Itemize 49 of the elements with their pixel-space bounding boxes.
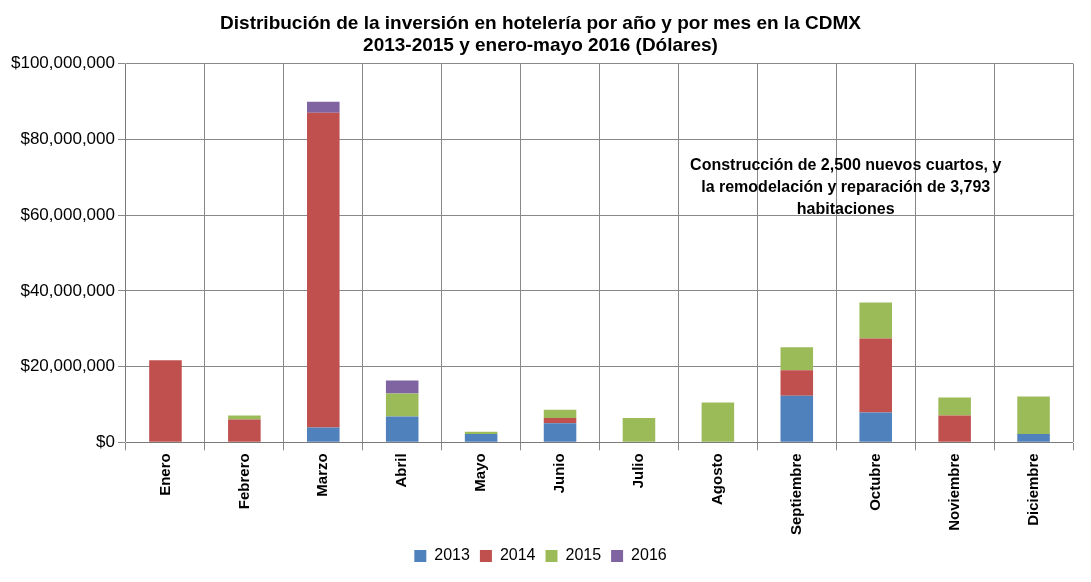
- x-tick-label: Marzo: [313, 453, 331, 497]
- y-tick-label: $20,000,000: [20, 356, 115, 376]
- annotation: Construcción de 2,500 nuevos cuartos, y la remodelación y reparación de 3,793 habitaciones: [690, 156, 1002, 218]
- bar: [464, 433, 498, 442]
- bar: [307, 112, 340, 428]
- bar: [228, 415, 261, 420]
- y-tick-label: $40,000,000: [20, 280, 115, 300]
- bar: [780, 347, 814, 371]
- legend-label: 2014: [499, 546, 536, 564]
- bar: [859, 302, 892, 339]
- bar: [938, 397, 971, 416]
- x-tick-label: Septiembre: [786, 453, 804, 536]
- bar: [780, 370, 814, 396]
- y-tick-label: $0: [96, 431, 115, 451]
- bar: [701, 402, 735, 442]
- bar: [149, 360, 182, 442]
- bar: [859, 412, 892, 442]
- x-tick-label: Enero: [155, 453, 173, 496]
- x-tick-label: Mayo: [471, 453, 489, 492]
- bar: [385, 380, 419, 394]
- y-tick-label: $60,000,000: [20, 204, 115, 224]
- bar: [543, 409, 577, 419]
- bar: [780, 395, 814, 442]
- bar: [1017, 433, 1050, 442]
- bar: [385, 416, 419, 442]
- x-tick-label: Noviembre: [944, 453, 962, 531]
- y-tick-label: $80,000,000: [20, 129, 115, 149]
- bar: [385, 393, 419, 417]
- bar: [1017, 396, 1050, 434]
- x-tick-label: Agosto: [708, 453, 726, 505]
- x-tick-label: Abril: [392, 453, 410, 488]
- x-tick-label: Julio: [629, 453, 647, 489]
- y-tick-label: $100,000,000: [10, 53, 115, 73]
- x-tick-label: Octubre: [865, 453, 883, 511]
- bar: [307, 101, 340, 113]
- x-tick-label: Febrero: [234, 453, 252, 510]
- legend-label: 2013: [434, 546, 471, 564]
- bar: [543, 418, 577, 424]
- x-tick-label: Diciembre: [1023, 453, 1041, 526]
- bar: [228, 419, 261, 442]
- bar: [859, 338, 892, 413]
- x-tick-label: Junio: [550, 453, 568, 494]
- legend-label: 2016: [631, 546, 667, 564]
- bar: [307, 427, 340, 442]
- chart-title: Distribución de la inversión en hotelería por año y por mes en la CDMX 2013-2015 y enero-mayo 2016 (Dólares): [220, 11, 862, 56]
- bar: [543, 423, 577, 442]
- bar: [622, 418, 656, 442]
- bar: [938, 415, 971, 442]
- legend-label: 2015: [565, 546, 602, 564]
